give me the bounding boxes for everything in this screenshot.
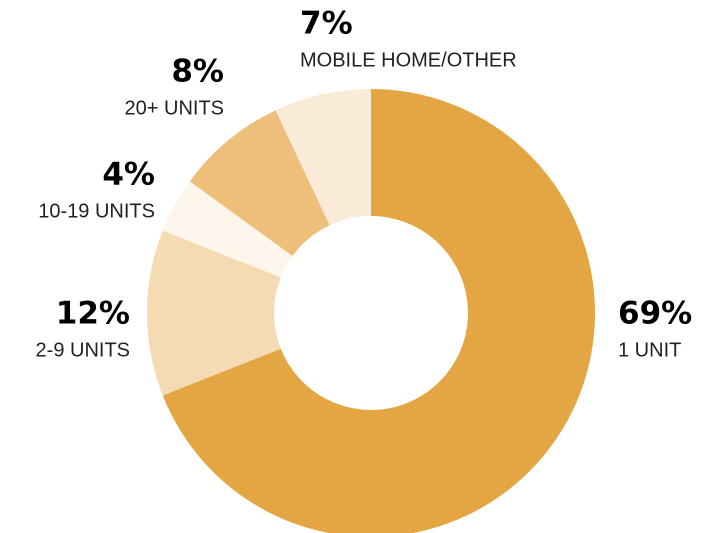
- category-label: 10-19 UNITS: [38, 200, 155, 222]
- category-label: 20+ UNITS: [125, 97, 224, 119]
- category-label: MOBILE HOME/OTHER: [300, 49, 517, 71]
- percent-label: 8%: [171, 54, 224, 90]
- category-label: 2-9 UNITS: [36, 339, 130, 361]
- slice: [189, 110, 330, 256]
- slice: [147, 230, 281, 396]
- percent-label: 4%: [102, 157, 155, 193]
- slice: [162, 181, 293, 278]
- percent-label: 7%: [300, 6, 353, 42]
- percent-label: 12%: [56, 296, 130, 332]
- percent-label: 69%: [618, 296, 692, 332]
- slice: [162, 89, 595, 533]
- slice: [275, 89, 371, 226]
- category-label: 1 UNIT: [618, 339, 681, 361]
